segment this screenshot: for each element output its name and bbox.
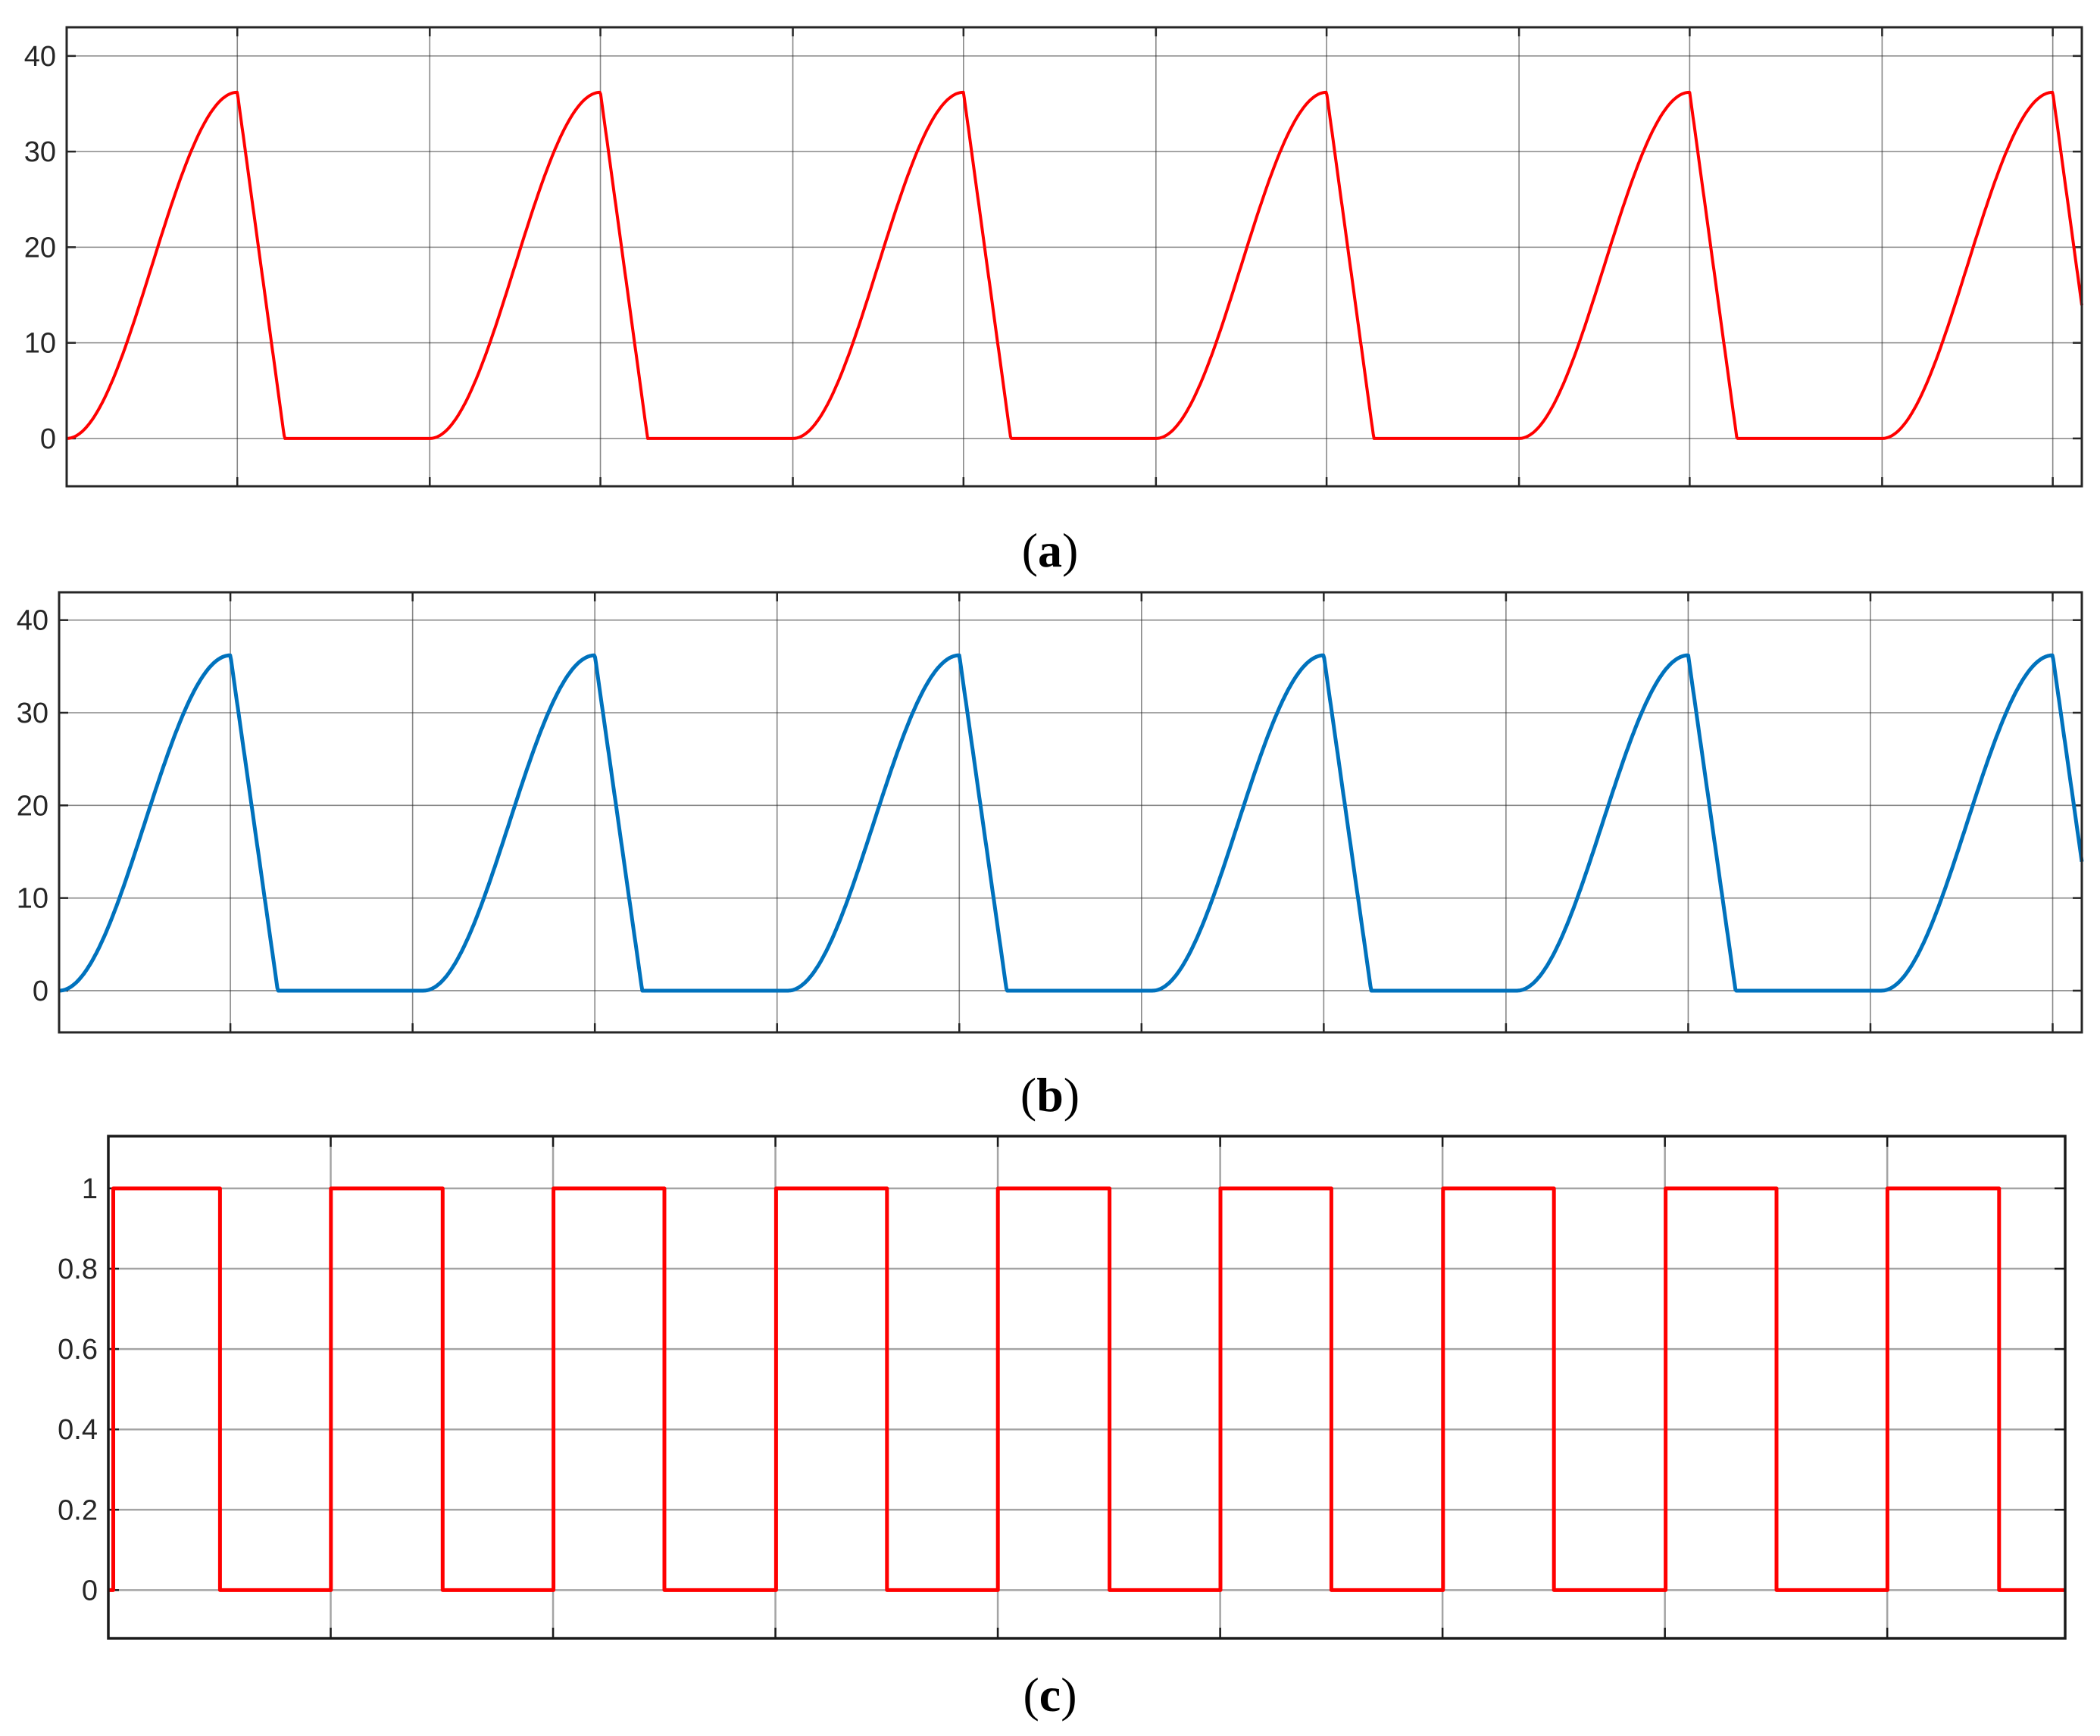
panel-c-ytick-label: 0.8 [58, 1254, 98, 1285]
panel-c-ytick-label: 1 [82, 1173, 98, 1205]
panel-a-grid [67, 27, 2082, 486]
panel-a-ytick-label: 20 [24, 232, 56, 264]
panel-c-ytick-label: 0 [82, 1575, 98, 1606]
caption-b: (b) [1020, 1068, 1080, 1122]
panel-b-ytick-label: 10 [17, 883, 48, 915]
caption-a-letter: a [1038, 523, 1062, 577]
panel-b-ytick-labels: 0 10 20 30 40 [17, 605, 48, 1007]
panel-c-ytick-labels: 0 0.2 0.4 0.6 0.8 1 [58, 1173, 98, 1606]
panel-b-axes-frame [58, 591, 2083, 1034]
caption-a: (a) [1022, 523, 1079, 577]
panel-c-grid [107, 1136, 2065, 1638]
panel-b-ytick-label: 40 [17, 605, 48, 637]
panel-c-ticks [107, 1136, 2065, 1638]
panel-c-ytick-label: 0.6 [58, 1334, 98, 1366]
panel-a-series-line [66, 90, 2083, 440]
panel-c: 0 0.2 0.4 0.6 0.8 1 [58, 1135, 2067, 1640]
panel-b-ytick-label: 30 [17, 698, 48, 729]
panel-a-ytick-label: 40 [24, 41, 56, 73]
panel-a-ticks [67, 27, 2082, 486]
caption-b-letter: b [1036, 1068, 1064, 1122]
panel-b-ytick-label: 20 [17, 790, 48, 822]
panel-b: 0 10 20 30 40 [17, 591, 2084, 1034]
panel-a-ytick-label: 30 [24, 136, 56, 168]
panel-b-grid [59, 592, 2082, 1032]
panel-a: 0 10 20 30 40 [24, 26, 2083, 488]
panel-c-axes-frame [107, 1135, 2067, 1640]
panel-a-ytick-labels: 0 10 20 30 40 [24, 41, 56, 455]
caption-c-letter: c [1039, 1668, 1061, 1722]
caption-c: (c) [1023, 1668, 1077, 1722]
panel-a-ytick-label: 0 [40, 423, 56, 455]
panel-c-series-line [107, 1186, 2067, 1592]
panel-b-ticks [59, 592, 2082, 1032]
panel-a-axes-frame [65, 26, 2083, 488]
panel-c-ytick-label: 0.2 [58, 1494, 98, 1526]
panel-b-series-line [58, 653, 2084, 993]
panel-a-ytick-label: 10 [24, 328, 56, 360]
panel-b-ytick-label: 0 [33, 976, 48, 1007]
panel-c-ytick-label: 0.4 [58, 1414, 98, 1446]
